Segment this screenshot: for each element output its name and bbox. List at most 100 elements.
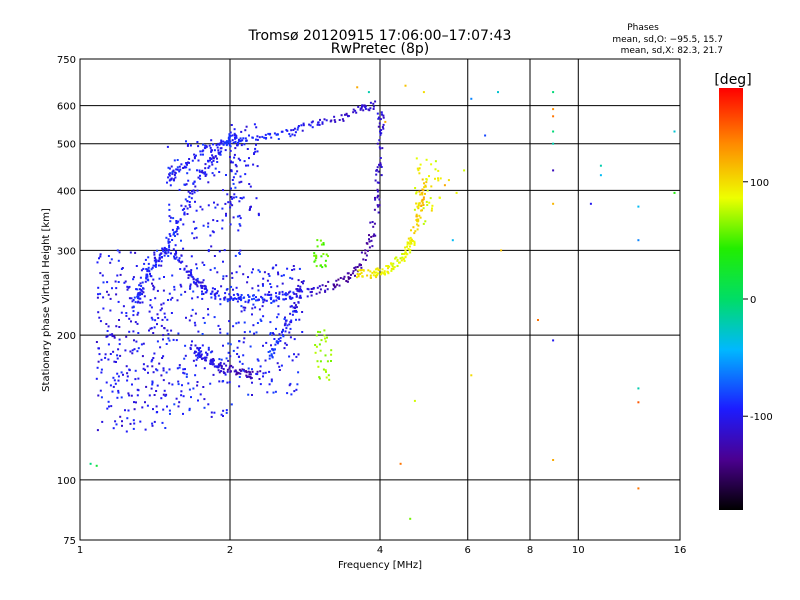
data-point [293, 302, 296, 304]
data-point [319, 288, 322, 291]
data-point [148, 394, 151, 397]
data-point [426, 189, 429, 192]
data-point [144, 368, 146, 371]
data-point [418, 167, 421, 170]
data-point [162, 355, 165, 358]
data-point [178, 364, 181, 367]
data-point [162, 302, 165, 305]
data-point [284, 292, 287, 295]
data-point [325, 370, 327, 373]
data-point [240, 310, 243, 313]
data-point [417, 205, 420, 208]
data-point [422, 198, 425, 201]
data-point [199, 150, 202, 153]
data-point [374, 234, 377, 237]
data-point [151, 365, 154, 368]
data-point [283, 318, 286, 320]
data-point [131, 349, 134, 352]
data-point [153, 394, 156, 396]
data-point [359, 108, 362, 111]
data-point [209, 268, 212, 271]
data-point [156, 369, 159, 372]
data-point [333, 284, 335, 287]
data-point [251, 298, 253, 301]
data-point [422, 204, 425, 206]
data-point [232, 293, 235, 296]
data-point [118, 319, 120, 321]
data-point [234, 186, 237, 189]
data-point [142, 267, 145, 270]
data-point [151, 318, 154, 321]
data-point [225, 141, 227, 144]
data-point [199, 281, 202, 284]
data-point [277, 296, 280, 299]
data-point [205, 287, 208, 290]
data-point [373, 233, 376, 236]
data-point [497, 91, 499, 94]
data-point [262, 315, 265, 318]
data-point [232, 325, 235, 328]
data-point [247, 294, 250, 297]
data-point [269, 132, 272, 135]
data-point [177, 227, 180, 230]
data-point [228, 367, 231, 370]
data-point [101, 420, 104, 423]
data-point [240, 305, 243, 308]
data-point [144, 280, 147, 283]
data-point [229, 370, 232, 373]
data-point [100, 396, 103, 399]
data-point [289, 327, 292, 330]
data-point [168, 203, 171, 206]
data-point [95, 377, 98, 380]
data-point [256, 150, 259, 153]
data-point [89, 462, 92, 465]
data-point [413, 240, 416, 243]
data-point [254, 306, 257, 309]
data-point [132, 419, 135, 422]
data-point [194, 227, 196, 230]
data-point [293, 127, 296, 130]
data-point [238, 368, 241, 371]
data-point [125, 365, 128, 368]
data-point [188, 158, 191, 160]
chart-subtitle: RwPretec (8p) [331, 41, 429, 57]
data-point [213, 411, 216, 414]
data-point [192, 182, 195, 185]
data-point [125, 430, 128, 433]
data-point [231, 276, 234, 279]
data-point [243, 143, 246, 146]
data-point [218, 371, 221, 374]
data-point [188, 409, 191, 412]
data-point [141, 406, 144, 409]
data-point [253, 332, 256, 335]
data-point [238, 265, 241, 268]
data-point [424, 184, 427, 187]
data-point [380, 166, 383, 168]
data-point [378, 116, 380, 119]
data-point [372, 274, 375, 277]
data-point [190, 396, 192, 399]
data-point [229, 200, 232, 203]
phase-stats-o-mode: mean, sd,O: −95.5, 15.7 [612, 35, 723, 45]
data-point [231, 204, 234, 207]
data-point [239, 249, 242, 252]
data-point [160, 252, 163, 255]
data-point [220, 139, 223, 142]
data-point [180, 163, 183, 166]
data-point [132, 330, 135, 333]
data-point [238, 138, 240, 141]
data-point [114, 280, 117, 283]
data-point [360, 266, 363, 269]
data-point [255, 126, 258, 129]
data-point [156, 289, 159, 292]
data-point [100, 371, 103, 374]
data-point [200, 286, 203, 289]
data-point [164, 427, 167, 429]
data-point [251, 394, 253, 396]
data-point [236, 170, 239, 173]
data-point [122, 305, 125, 308]
data-point [204, 171, 207, 174]
data-point [98, 257, 100, 260]
data-point [207, 308, 209, 311]
data-point [162, 367, 165, 370]
